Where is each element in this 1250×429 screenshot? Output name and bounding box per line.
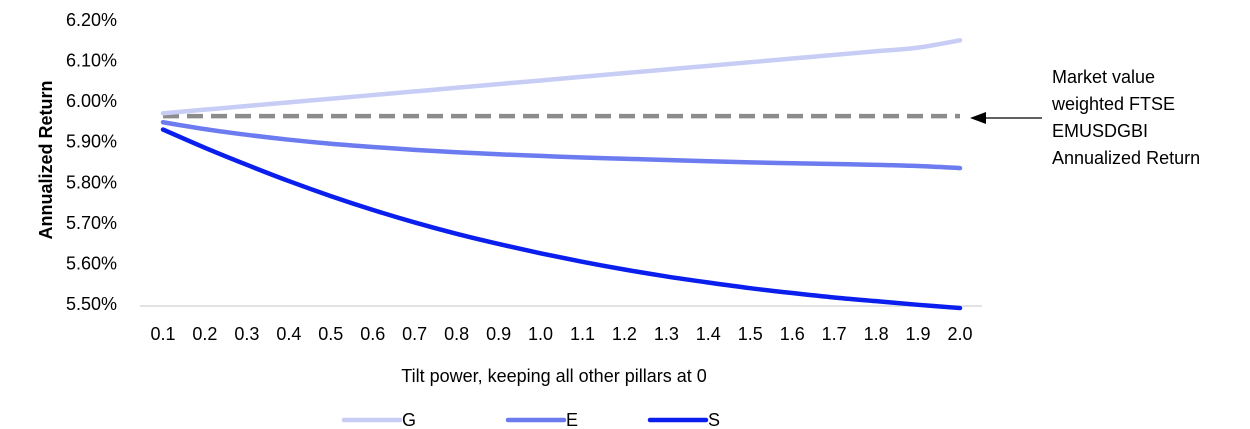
x-tick-label: 0.4: [276, 324, 301, 344]
x-tick-label: 1.9: [906, 324, 931, 344]
x-tick-label: 0.9: [486, 324, 511, 344]
x-tick-label: 0.7: [402, 324, 427, 344]
y-tick-label: 5.60%: [66, 253, 117, 273]
series-line-g: [160, 38, 963, 116]
x-tick-label: 1.0: [528, 324, 553, 344]
x-tick-label: 1.4: [696, 324, 721, 344]
x-axis-title: Tilt power, keeping all other pillars at…: [401, 366, 707, 386]
x-tick-label: 0.5: [318, 324, 343, 344]
annotation-line: EMUSDGBI: [1052, 121, 1148, 141]
x-tick-label: 1.3: [654, 324, 679, 344]
x-tick-label: 0.3: [234, 324, 259, 344]
x-tick-label: 1.7: [822, 324, 847, 344]
legend-label-e: E: [566, 410, 578, 429]
annotation-line: weighted FTSE: [1051, 94, 1175, 114]
legend-label-g: G: [402, 410, 416, 429]
y-axis-title: Annualized Return: [36, 80, 56, 239]
y-tick-label: 5.90%: [66, 132, 117, 152]
x-tick-label: 0.2: [192, 324, 217, 344]
x-tick-label: 1.8: [864, 324, 889, 344]
annotation: Market value weighted FTSE EMUSDGBI Annuali…: [970, 67, 1200, 168]
x-tick-label: 0.1: [150, 324, 175, 344]
y-tick-label: 6.20%: [66, 10, 117, 30]
series-line-e: [160, 119, 963, 171]
y-tick-label: 5.70%: [66, 213, 117, 233]
y-tick-label: 6.00%: [66, 91, 117, 111]
x-axis-tick-labels: 0.1 0.2 0.3 0.4 0.5 0.6 0.7 0.8 0.9 1.0 1.1 1.2 1.3 1…: [150, 324, 972, 344]
x-tick-label: 1.2: [612, 324, 637, 344]
x-tick-label: 0.8: [444, 324, 469, 344]
y-tick-label: 5.50%: [66, 294, 117, 314]
y-tick-label: 6.10%: [66, 51, 117, 71]
series-lines: [160, 38, 963, 311]
legend-label-s: S: [708, 410, 720, 429]
y-tick-label: 5.80%: [66, 172, 117, 192]
y-axis-tick-labels: 5.50% 5.60% 5.70% 5.80% 5.90% 6.00% 6.10% 6.20%: [66, 10, 117, 314]
x-tick-label: 1.6: [780, 324, 805, 344]
annotation-arrowhead-icon: [970, 112, 986, 124]
x-tick-label: 2.0: [947, 324, 972, 344]
annotation-line: Annualized Return: [1052, 148, 1200, 168]
x-tick-label: 1.5: [738, 324, 763, 344]
x-tick-label: 1.1: [570, 324, 595, 344]
annotation-line: Market value: [1052, 67, 1155, 87]
x-tick-label: 0.6: [360, 324, 385, 344]
series-line-s: [160, 127, 963, 311]
